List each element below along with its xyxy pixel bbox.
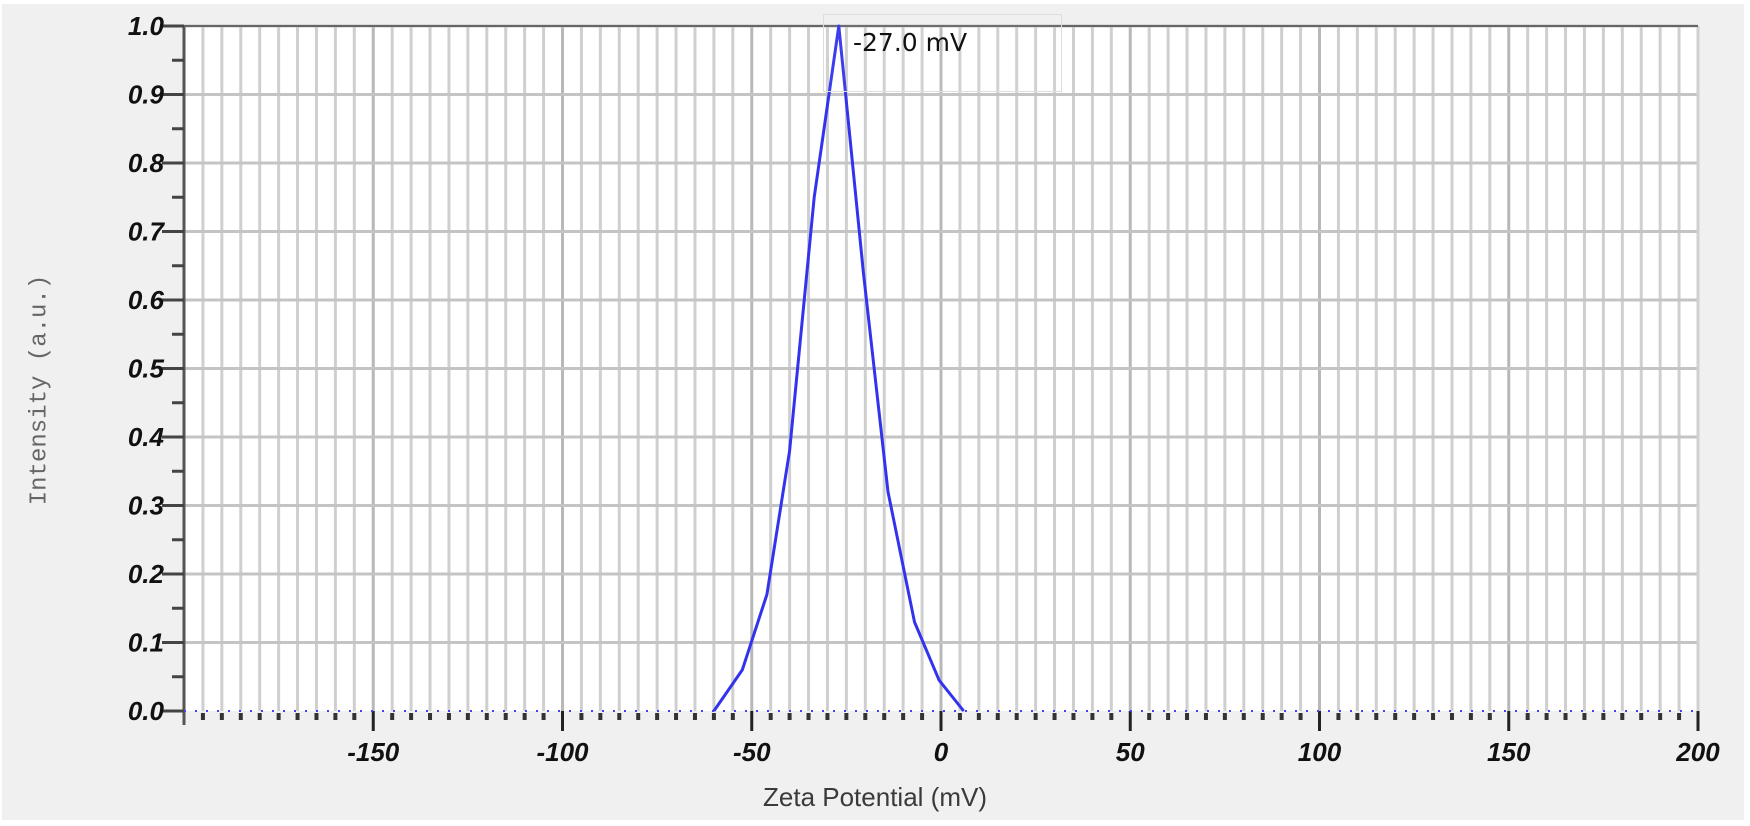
y-tick-label: 0.3	[128, 491, 165, 521]
peak-annotation-label: -27.0 mV	[853, 28, 968, 57]
x-tick-label: 0	[934, 737, 949, 767]
x-tick-label: 200	[1675, 737, 1720, 767]
y-tick-label: 1.0	[128, 11, 165, 41]
y-tick-label: 0.5	[128, 354, 165, 384]
gridlines	[184, 24, 1700, 711]
y-tick-label: 0.1	[128, 628, 164, 658]
y-axis-ticks: 0.0 0.1 0.2 0.3 0.4 0.5 0.6 0.7 0.8 0.9 1.0	[128, 11, 184, 726]
x-tick-label: 100	[1298, 737, 1342, 767]
x-tick-label: 50	[1116, 737, 1145, 767]
y-tick-label: 0.2	[128, 559, 165, 589]
data-series	[712, 24, 965, 712]
y-tick-label: 0.4	[128, 422, 165, 452]
x-tick-label: -50	[733, 737, 771, 767]
x-axis-ticks: -150 -100 -50 0 50 100 150 200	[184, 710, 1720, 767]
x-axis-label: Zeta Potential (mV)	[763, 782, 987, 812]
y-axis-label: Intensity (a.u.)	[26, 274, 54, 506]
peak-annotation-box	[823, 14, 1062, 92]
x-tick-label: 150	[1487, 737, 1531, 767]
x-tick-label: -150	[347, 737, 400, 767]
y-tick-label: 0.6	[128, 285, 165, 315]
series-line	[712, 24, 965, 712]
x-tick-label: -100	[536, 737, 589, 767]
y-tick-label: 0.9	[128, 80, 165, 110]
y-tick-label: 0.8	[128, 148, 165, 178]
y-tick-label: 0.0	[128, 696, 165, 726]
y-tick-label: 0.7	[128, 217, 166, 247]
